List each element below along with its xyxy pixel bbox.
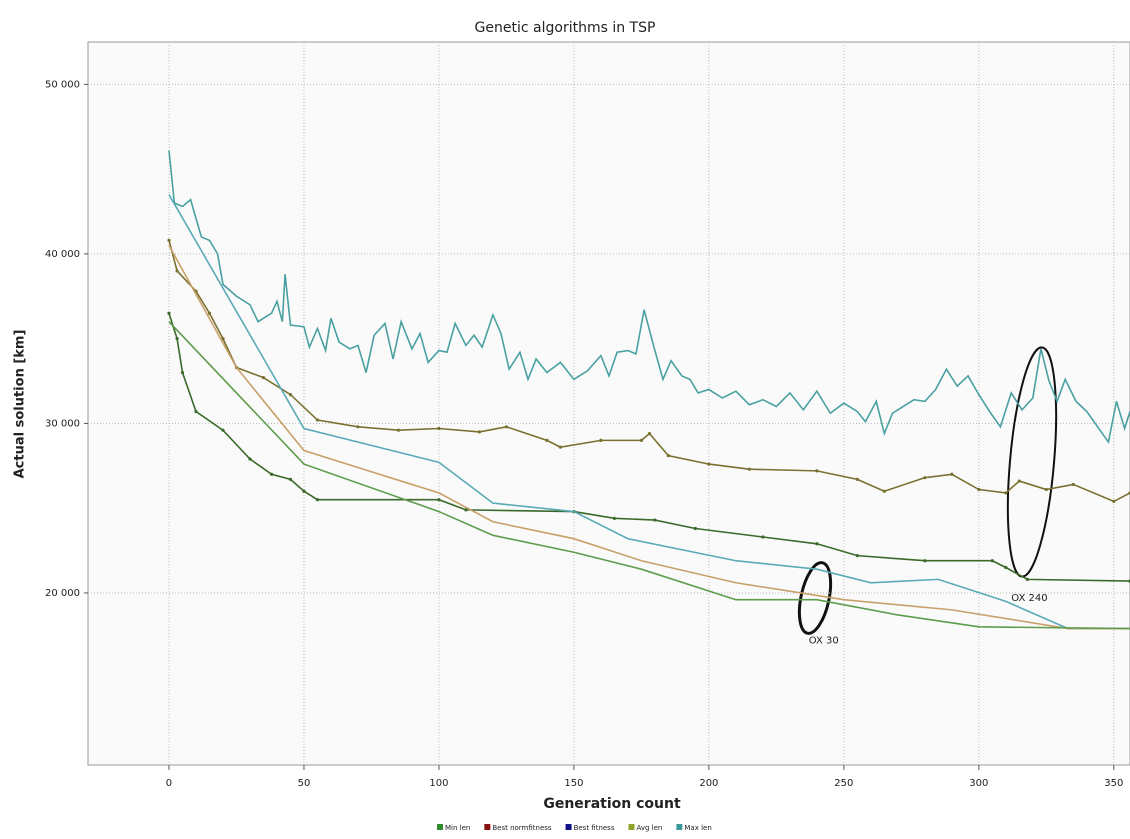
x-tick-label: 150 — [564, 778, 583, 789]
point — [288, 477, 293, 481]
point — [315, 418, 320, 422]
y-tick-label: 40 000 — [45, 249, 80, 260]
annotation: OX 30 — [809, 635, 839, 646]
legend-label: Avg len — [636, 824, 662, 832]
point — [761, 535, 765, 539]
legend-label: Min len — [445, 824, 470, 832]
point — [504, 425, 509, 429]
x-axis-label: Generation count — [543, 796, 681, 812]
point — [261, 376, 266, 380]
legend: Min len Best normfitness Best fitness Avg l… — [437, 824, 712, 832]
point — [464, 508, 468, 512]
plot-area — [87, 41, 1130, 766]
point — [221, 337, 225, 341]
point — [653, 518, 657, 522]
point — [248, 457, 252, 461]
point — [175, 269, 179, 273]
point — [558, 445, 563, 449]
point — [302, 489, 306, 493]
point — [1017, 479, 1021, 483]
point — [315, 498, 320, 502]
series-line — [168, 194, 1130, 630]
x-tick-label: 50 — [298, 778, 311, 789]
chart-title: Genetic algorithms in TSP — [475, 20, 656, 36]
x-tick-label: 0 — [166, 778, 172, 789]
series-line — [168, 240, 1130, 503]
point — [1044, 487, 1048, 492]
point — [747, 467, 751, 471]
annotation: OX 240 — [1011, 593, 1047, 604]
series-line — [168, 245, 1130, 630]
point — [882, 489, 886, 493]
legend-swatch — [676, 824, 683, 830]
y-tick-label: 20 000 — [45, 588, 80, 599]
point — [1004, 491, 1008, 495]
point — [396, 428, 401, 432]
point — [180, 370, 185, 375]
point — [1112, 499, 1116, 503]
point — [612, 516, 616, 520]
point — [167, 238, 171, 242]
point — [477, 430, 482, 434]
x-tick-label: 100 — [429, 778, 448, 789]
point — [815, 469, 819, 473]
point — [207, 311, 212, 315]
point — [194, 409, 198, 414]
x-tick-label: 250 — [834, 778, 853, 789]
point — [815, 542, 819, 546]
point — [269, 472, 274, 476]
point — [167, 311, 171, 315]
point — [855, 477, 859, 481]
point — [1004, 565, 1008, 570]
point — [356, 425, 360, 429]
legend-label: Max len — [684, 824, 711, 832]
point — [639, 438, 643, 442]
point — [923, 476, 927, 480]
point — [1071, 482, 1075, 487]
series-line — [168, 312, 1130, 582]
legend-swatch — [484, 824, 491, 830]
point — [855, 554, 859, 558]
point — [923, 559, 927, 563]
series-line — [168, 321, 1130, 630]
point — [977, 487, 981, 492]
hand-drawn-ellipse — [797, 561, 833, 635]
point — [666, 454, 670, 458]
legend-swatch — [437, 824, 443, 830]
legend-swatch — [628, 824, 635, 830]
legend-label: Best normfitness — [492, 824, 552, 832]
legend-label: Best fitness — [574, 824, 615, 832]
point — [437, 498, 441, 502]
y-tick-label: 50 000 — [45, 79, 80, 90]
y-axis-label: Actual solution [km] — [13, 330, 28, 479]
point — [707, 462, 711, 466]
point — [175, 337, 179, 341]
point — [288, 393, 293, 397]
x-tick-label: 350 — [1104, 778, 1123, 789]
point — [647, 431, 652, 436]
point — [1025, 577, 1030, 581]
point — [437, 426, 441, 431]
legend-swatch — [565, 824, 572, 830]
point — [599, 438, 603, 442]
point — [990, 559, 994, 563]
y-tick-label: 30 000 — [45, 418, 80, 429]
point — [950, 472, 954, 476]
point — [545, 438, 549, 442]
series-line — [168, 150, 1130, 445]
point — [693, 526, 697, 531]
point — [221, 428, 225, 432]
x-tick-label: 200 — [699, 778, 718, 789]
x-tick-label: 300 — [969, 778, 988, 789]
